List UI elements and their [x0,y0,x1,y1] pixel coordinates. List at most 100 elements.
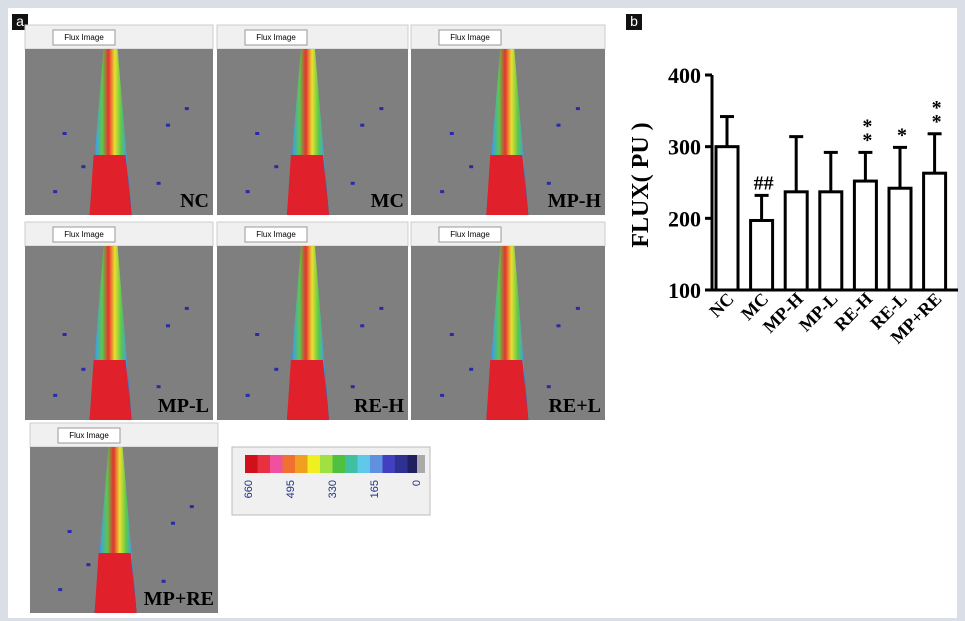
speck [556,123,561,127]
colorbar-swatch [307,455,320,473]
speck [255,333,260,336]
bar [852,179,878,292]
tile-name: MP-L [158,395,209,417]
bar [714,145,740,292]
tile-button-label: Flux Image [450,33,490,42]
colorbar-swatch [270,455,283,473]
vessel-core [286,155,329,215]
tile-button [52,226,116,243]
panel-label: b [630,13,638,29]
y-axis-label: FLUX( PU ) [628,122,654,247]
speck [469,367,474,371]
significance-mark: * [932,97,942,119]
speck [81,367,86,371]
colorbar-swatch [245,455,258,473]
speck [171,521,175,525]
panel-label-box [626,14,642,30]
speck [86,563,91,567]
colorbar-zero [417,455,425,473]
speck [379,107,384,111]
y-tick-label: 200 [668,206,701,231]
tile-button [438,29,502,46]
y-tick-label: 100 [668,278,701,303]
speck [469,165,474,169]
speck [360,324,365,328]
speck [546,385,551,389]
speck [440,393,445,397]
speck [449,333,454,336]
tile-name: MP-H [548,190,602,212]
significance-mark: * [862,115,872,137]
colorbar-swatch [357,455,370,473]
bar [922,171,948,292]
vessel-core [89,360,132,420]
significance-mark: * [932,111,942,133]
speck [166,324,170,328]
tile-name: NC [180,190,209,212]
colorbar-tick-label: 0 [411,480,423,486]
tile-name: RE-H [354,395,404,417]
speck [274,165,279,169]
tile-button [52,29,116,46]
speck [189,505,194,509]
colorbar-swatch [295,455,308,473]
tile-button-label: Flux Image [450,230,490,239]
speck [156,181,161,185]
vessel-core [486,360,529,420]
speck [350,181,355,185]
bar [749,218,775,292]
panel-label-box [12,14,28,30]
panel-label: a [16,13,24,29]
colorbar-swatch [407,455,420,473]
speck [62,333,67,336]
colorbar-tick-label: 165 [369,480,381,498]
tile-button-label: Flux Image [64,33,104,42]
speck [245,393,250,397]
speck [67,530,72,533]
speck [58,588,63,592]
speck [81,165,86,169]
vessel-core [89,155,132,215]
colorbar-swatch [320,455,333,473]
speck [440,190,445,194]
tile-button-label: Flux Image [64,230,104,239]
colorbar-tick-label: 660 [243,480,255,498]
speck [53,393,58,397]
speck [556,324,561,328]
speck [379,306,384,310]
tile-button-label: Flux Image [69,431,109,440]
tile-name: MP+RE [144,588,214,610]
tile-name: RE+L [548,395,601,417]
y-tick-label: 400 [668,63,701,88]
speck [245,190,250,194]
colorbar-swatch [257,455,270,473]
significance-mark: * [862,129,872,151]
speck [161,579,166,583]
speck [575,306,580,310]
significance-mark: ## [754,172,774,194]
speck [255,132,260,135]
speck [53,190,58,194]
speck [166,123,170,127]
colorbar-swatch [382,455,395,473]
tile-button [244,226,308,243]
tile-button-label: Flux Image [256,230,296,239]
bar [887,186,913,292]
speck [156,385,161,389]
tile-name: MC [371,190,404,212]
speck [62,132,67,135]
tile-button-label: Flux Image [256,33,296,42]
tile-button [244,29,308,46]
speck [449,132,454,135]
vessel-core [286,360,329,420]
speck [360,123,365,127]
colorbar-swatch [282,455,295,473]
tile-button [438,226,502,243]
significance-mark: * [897,124,907,146]
colorbar-swatch [332,455,345,473]
colorbar-swatch [345,455,358,473]
speck [184,107,189,111]
speck [575,107,580,111]
vessel-core [94,553,137,613]
